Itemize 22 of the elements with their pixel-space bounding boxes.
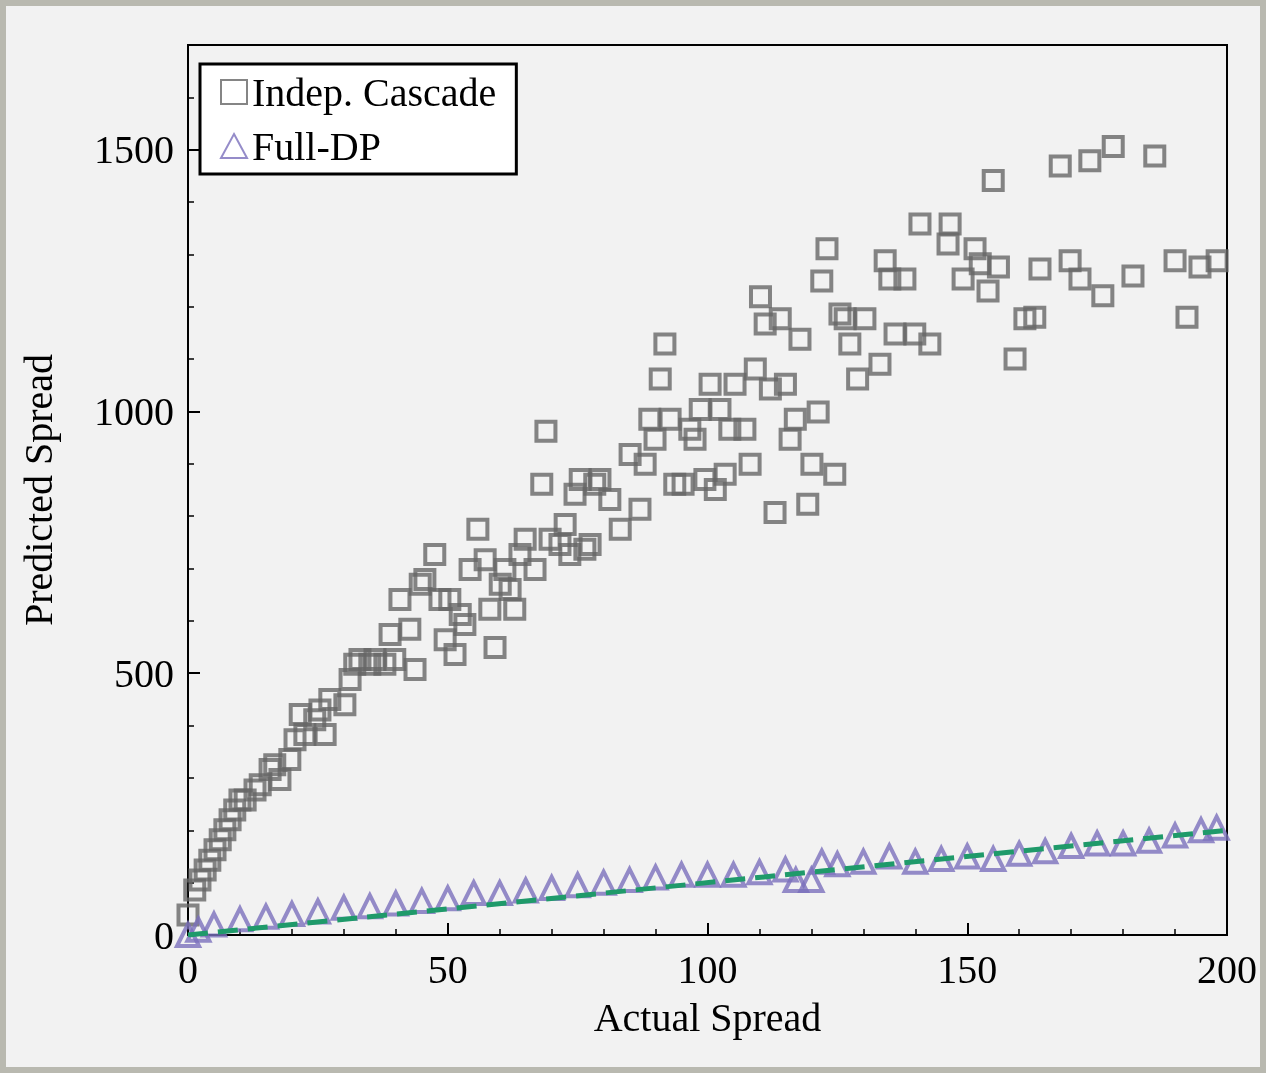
point xyxy=(1032,838,1059,865)
y-tick-label: 1500 xyxy=(94,127,174,173)
point xyxy=(771,854,800,883)
legend-label: Full-DP xyxy=(252,123,381,169)
x-tick-label: 150 xyxy=(937,946,998,992)
y-tick-label: 1000 xyxy=(94,388,174,434)
point xyxy=(954,843,981,870)
point xyxy=(1005,838,1034,867)
x-tick-label: 50 xyxy=(427,946,468,992)
point xyxy=(746,859,773,886)
x-axis-title: Actual Spread xyxy=(593,994,822,1040)
legend-label: Indep. Cascade xyxy=(252,69,497,115)
point xyxy=(1161,820,1190,849)
y-tick-label: 500 xyxy=(114,650,174,696)
point xyxy=(173,919,203,948)
point xyxy=(1188,817,1215,844)
x-tick-label: 200 xyxy=(1197,946,1257,992)
y-tick-label: 0 xyxy=(154,912,174,958)
x-tick-label: 100 xyxy=(677,946,738,992)
point xyxy=(1057,830,1086,859)
y-axis-title: Predicted Spread xyxy=(15,353,61,627)
point xyxy=(849,846,878,875)
